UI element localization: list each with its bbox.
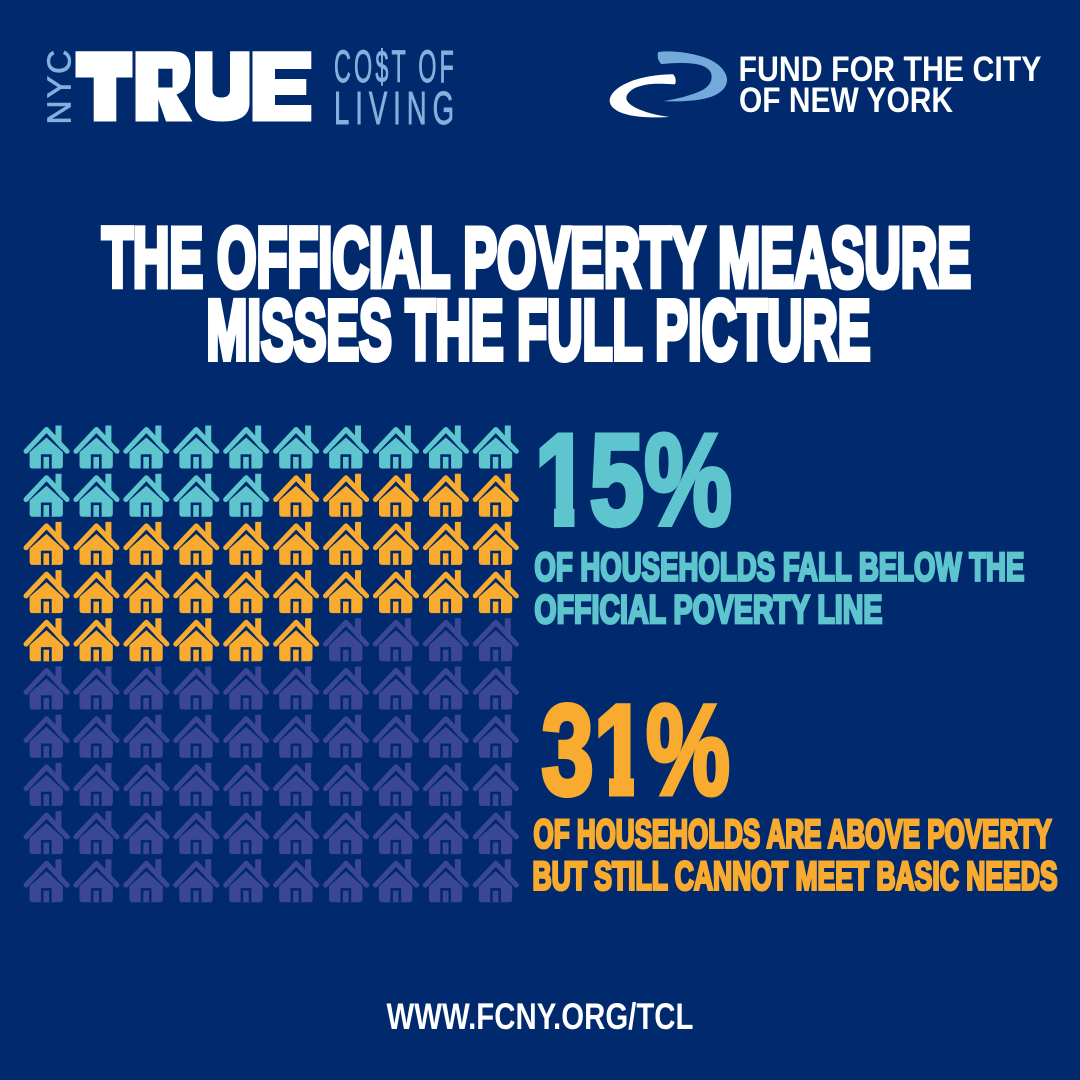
svg-text:31%: 31% bbox=[541, 679, 730, 822]
svg-text:BUT STILL CANNOT MEET BASIC NE: BUT STILL CANNOT MEET BASIC NEEDS bbox=[533, 854, 1058, 898]
svg-text:OF HOUSEHOLDS ARE ABOVE POVERT: OF HOUSEHOLDS ARE ABOVE POVERTY bbox=[534, 813, 1052, 857]
svg-text:FUND FOR THE CITY: FUND FOR THE CITY bbox=[739, 50, 1042, 89]
svg-text:CO$T OF: CO$T OF bbox=[334, 41, 457, 92]
svg-text:NYC: NYC bbox=[42, 48, 79, 125]
svg-text:15%: 15% bbox=[535, 407, 732, 553]
svg-text:THE OFFICIAL POVERTY MEASURE: THE OFFICIAL POVERTY MEASURE bbox=[102, 211, 971, 305]
svg-text:LIVING: LIVING bbox=[334, 82, 460, 134]
svg-text:MISSES THE FULL PICTURE: MISSES THE FULL PICTURE bbox=[207, 283, 871, 377]
svg-text:OFFICIAL POVERTY LINE: OFFICIAL POVERTY LINE bbox=[534, 588, 882, 632]
svg-text:OF NEW YORK: OF NEW YORK bbox=[739, 81, 953, 120]
svg-text:WWW.FCNY.ORG/TCL: WWW.FCNY.ORG/TCL bbox=[387, 996, 694, 1037]
svg-text:OF HOUSEHOLDS FALL BELOW THE: OF HOUSEHOLDS FALL BELOW THE bbox=[534, 546, 1024, 590]
